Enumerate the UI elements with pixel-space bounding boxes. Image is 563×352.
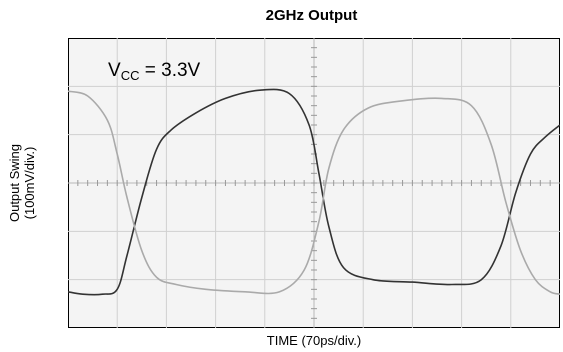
y-axis-label-line1: Output Swing xyxy=(7,143,22,223)
vcc-annotation: VCC = 3.3V xyxy=(108,60,200,83)
y-axis-label-line2: (100mV/div.) xyxy=(22,146,37,220)
signal-trace-1 xyxy=(68,88,560,296)
y-axis-label: Output Swing (100mV/div.) xyxy=(2,38,42,328)
vcc-annotation-subscript: CC xyxy=(120,68,140,83)
chart-title: 2GHz Output xyxy=(265,7,358,24)
vcc-annotation-main: V xyxy=(108,60,121,81)
x-axis-label: TIME (70ps/div.) xyxy=(266,333,362,348)
plot-svg xyxy=(68,38,560,328)
oscilloscope-plot xyxy=(68,38,560,328)
signal-trace-2 xyxy=(68,90,560,295)
vcc-annotation-value: = 3.3V xyxy=(139,60,201,81)
